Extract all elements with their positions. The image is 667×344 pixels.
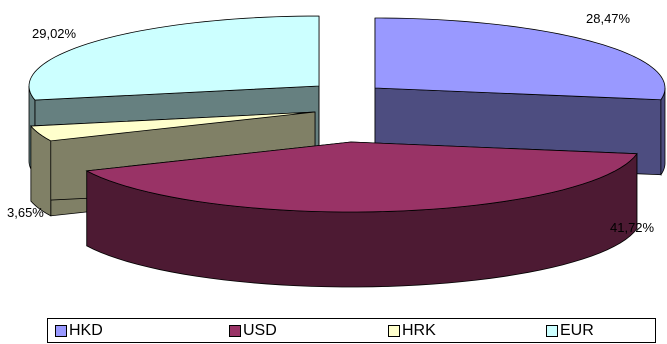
pie-labels: 28,47% 41,72% 3,65% 29,02% [7,11,655,235]
legend-swatch-usd [229,325,241,337]
legend-swatch-eur [546,325,558,337]
slice-top-eur [28,15,320,101]
pie-slice-usd [85,141,638,288]
legend-label-eur: EUR [560,322,594,339]
legend-item-hkd: HKD [55,323,103,339]
legend-label-usd: USD [243,322,277,339]
legend-swatch-hkd [55,325,67,337]
slice-label-hkd: 28,47% [586,11,631,26]
legend-label-hkd: HKD [69,322,103,339]
legend-item-usd: USD [229,323,277,339]
legend-item-hrk: HRK [388,323,436,339]
legend-swatch-hrk [388,325,400,337]
slice-top-hrk [30,111,316,142]
chart-legend: HKD USD HRK EUR [47,318,656,343]
legend-label-hrk: HRK [402,322,436,339]
slice-label-hrk: 3,65% [7,205,44,220]
slice-rim-hkd-0 [660,88,666,177]
slice-label-eur: 29,02% [32,26,77,41]
slice-label-usd: 41,72% [610,220,655,235]
slice-top-usd [85,141,638,213]
pie-slices-back [28,15,666,288]
legend-item-eur: EUR [546,323,594,339]
slice-top-hkd [374,17,666,101]
